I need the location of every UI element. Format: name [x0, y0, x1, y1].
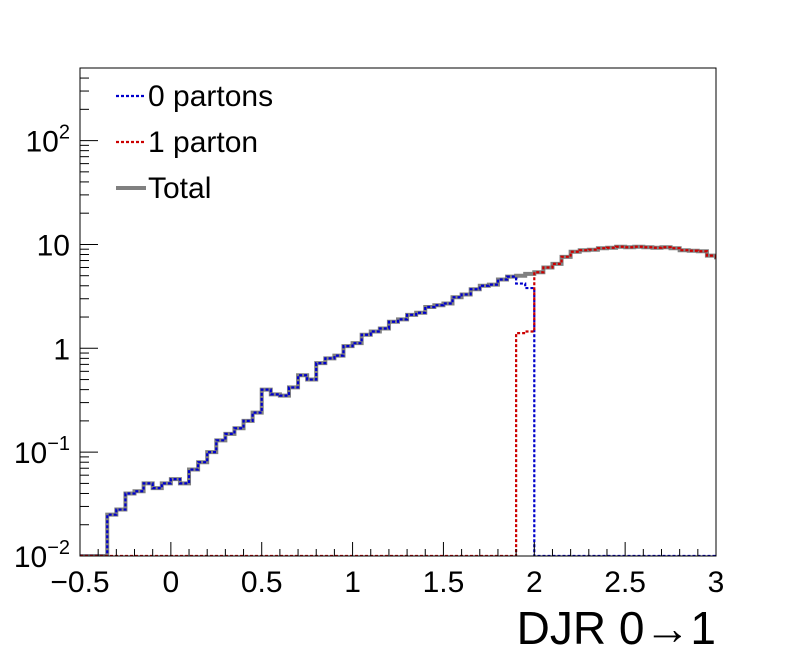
y-tick-label: 10: [37, 229, 70, 262]
x-tick-label: 0: [163, 566, 180, 599]
x-tick-label: 2: [526, 566, 543, 599]
x-tick-label: 1: [344, 566, 361, 599]
y-tick-label: 10−2: [14, 537, 70, 574]
y-tick-label: 1: [53, 333, 70, 366]
x-tick-label: 3: [708, 566, 725, 599]
legend-label: Total: [148, 172, 211, 205]
y-tick-label: 102: [26, 122, 71, 159]
x-tick-label: 0.5: [241, 566, 283, 599]
legend-label: 0 partons: [148, 80, 273, 113]
axis-ticks: [79, 67, 717, 557]
x-tick-label: 1.5: [423, 566, 465, 599]
legend-label: 1 parton: [148, 126, 258, 159]
x-axis-title: DJR 0→1: [517, 602, 716, 654]
axis-tick-labels: −0.5 0 0.5 1 1.5 2 2.5 3 10−2 10−1 1 10 102: [14, 122, 725, 599]
plot-frame: [79, 67, 717, 557]
series-line-1-parton: [80, 245, 716, 556]
legend: 0 partons 1 parton Total: [116, 80, 273, 205]
series-line-total: [80, 244, 716, 556]
x-tick-label: 2.5: [604, 566, 646, 599]
y-tick-label: 10−1: [14, 433, 70, 470]
x-tick-label: −0.5: [50, 566, 109, 599]
